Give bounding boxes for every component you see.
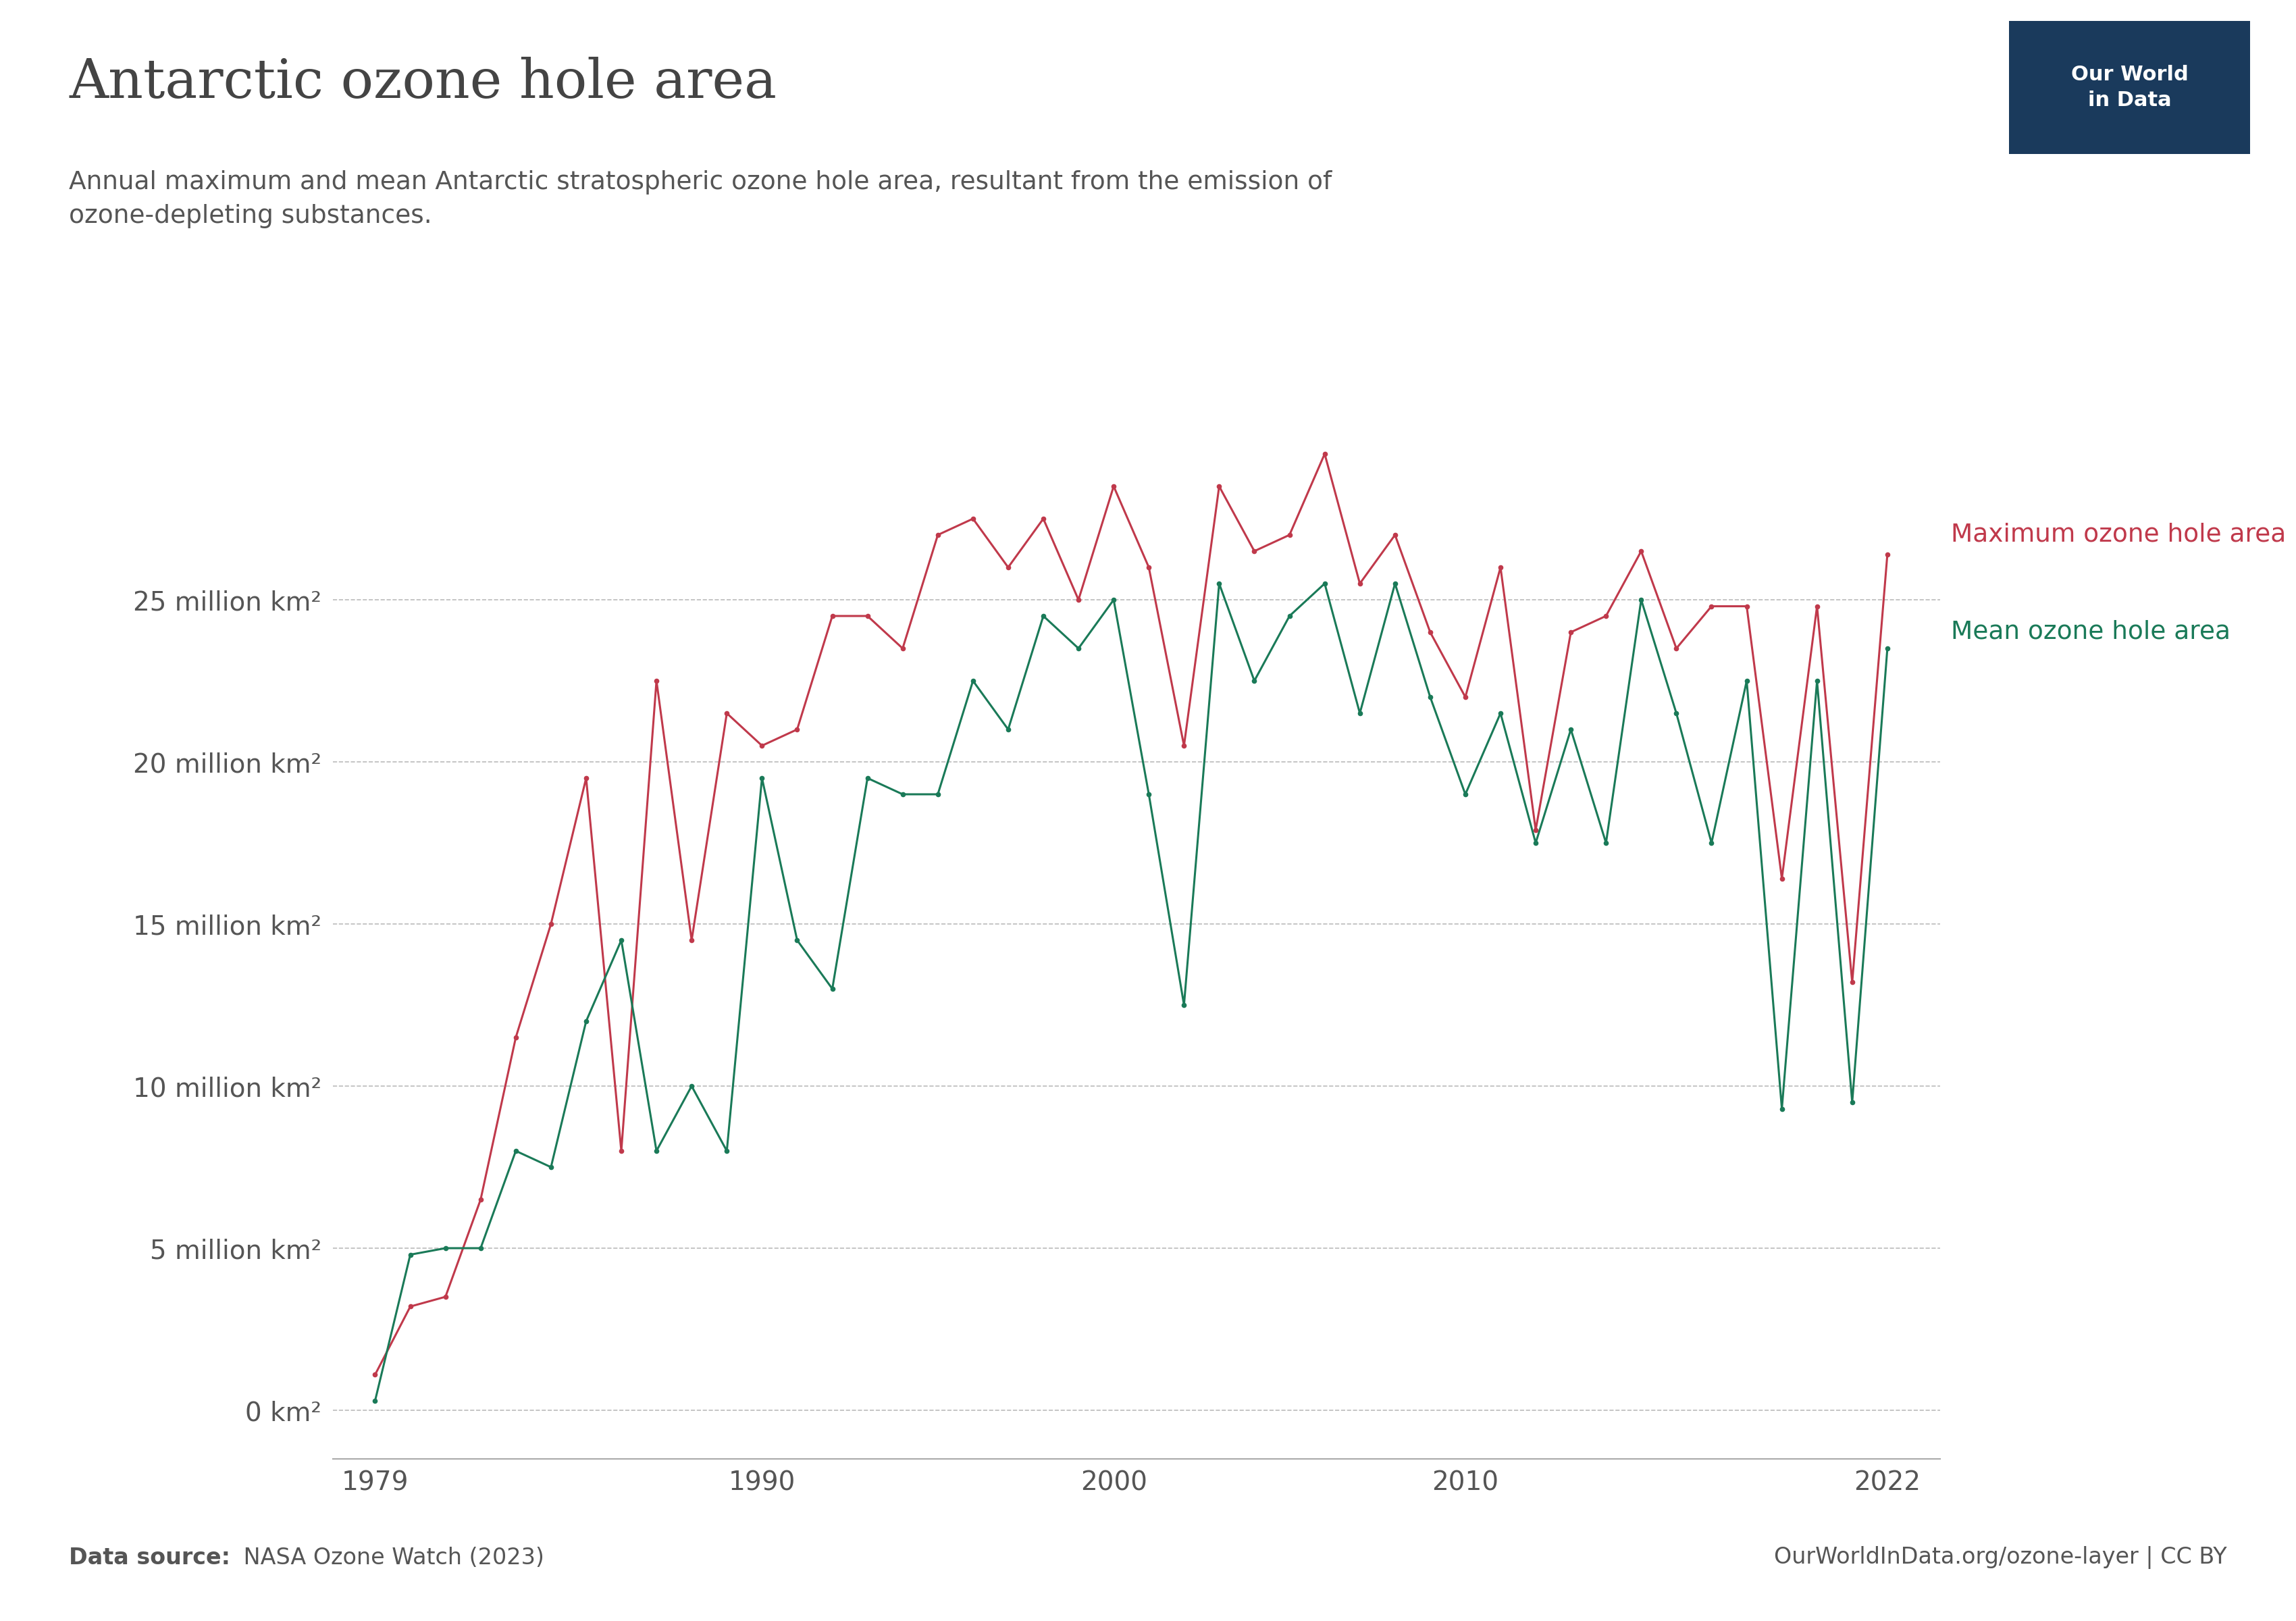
Text: Maximum ozone hole area: Maximum ozone hole area — [1952, 522, 2287, 546]
Text: Mean ozone hole area: Mean ozone hole area — [1952, 619, 2229, 644]
Text: Data source:: Data source: — [69, 1546, 230, 1569]
Text: Our World
in Data: Our World in Data — [2071, 65, 2188, 110]
Text: NASA Ozone Watch (2023): NASA Ozone Watch (2023) — [236, 1546, 544, 1569]
Text: Antarctic ozone hole area: Antarctic ozone hole area — [69, 57, 776, 109]
Text: Annual maximum and mean Antarctic stratospheric ozone hole area, resultant from : Annual maximum and mean Antarctic strato… — [69, 170, 1332, 229]
Text: OurWorldInData.org/ozone-layer | CC BY: OurWorldInData.org/ozone-layer | CC BY — [1775, 1546, 2227, 1569]
